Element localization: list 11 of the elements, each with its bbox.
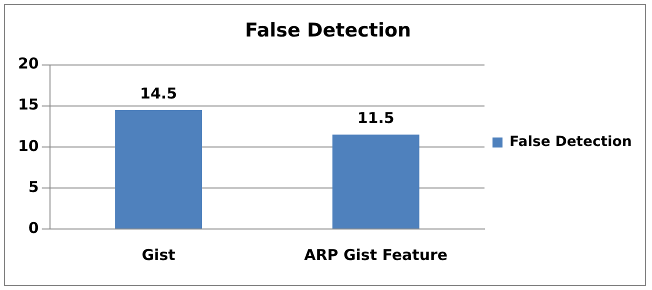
y-tick-label: 0 (28, 218, 39, 237)
y-tick-label: 20 (18, 54, 39, 73)
chart-title: False Detection (244, 19, 412, 42)
data-label: 14.5 (140, 84, 178, 102)
y-tick-label: 15 (18, 96, 39, 114)
data-label: 11.5 (357, 108, 394, 127)
y-tick-label: 10 (18, 136, 39, 155)
x-tick-label: ARP Gist Feature (304, 246, 448, 264)
legend-label: False Detection (510, 134, 632, 150)
x-tick-label: Gist (142, 246, 176, 264)
y-tick-label: 5 (28, 178, 39, 196)
